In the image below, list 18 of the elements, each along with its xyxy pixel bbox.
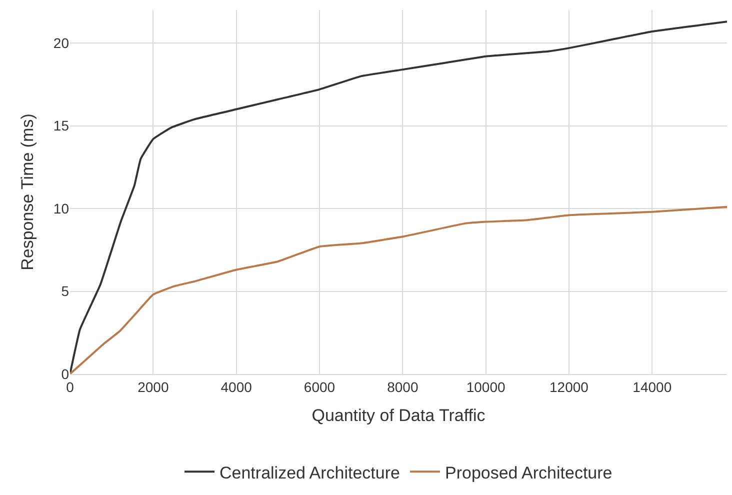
legend-label: Centralized Architecture [220, 463, 400, 482]
y-tick-label: 5 [61, 283, 70, 300]
x-axis-title: Quantity of Data Traffic [312, 406, 486, 426]
y-tick-label: 10 [53, 200, 70, 216]
y-tick-label: 15 [53, 118, 70, 134]
line-series [70, 206, 727, 374]
line-series [70, 20, 727, 374]
y-tick-label: 0 [61, 366, 70, 382]
x-tick-label: 2000 [138, 378, 169, 395]
x-tick-label: 8000 [387, 378, 418, 395]
x-tick-label: 6000 [304, 378, 336, 395]
y-axis-title: Response Time (ms) [18, 114, 37, 270]
y-tick-label: 20 [53, 34, 70, 51]
x-tick-label: 14000 [632, 378, 672, 395]
x-tick-label: 10000 [466, 378, 506, 395]
x-tick-label: 12000 [550, 378, 589, 395]
x-tick-label: 4000 [220, 378, 252, 395]
legend-label: Proposed Architecture [444, 463, 612, 482]
